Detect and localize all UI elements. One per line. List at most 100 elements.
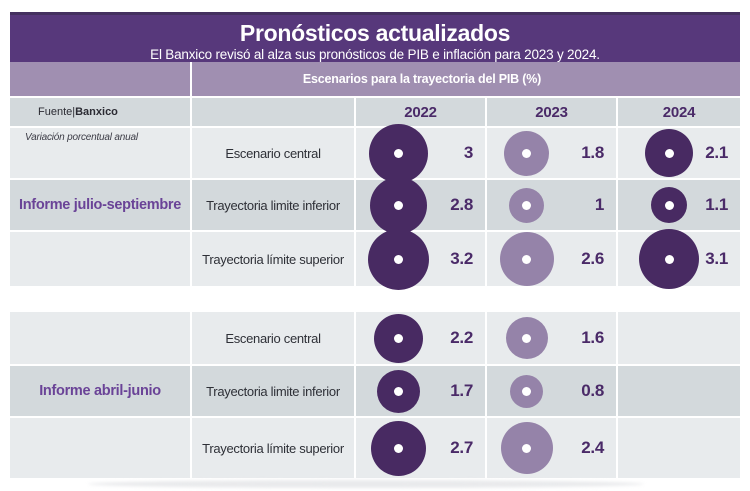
report-label-cell: Informe julio-septiembre <box>10 180 190 230</box>
bubble-2022 <box>374 313 424 363</box>
banxico-forecast-infographic: Pronósticos actualizados El Banxico revi… <box>10 12 740 478</box>
bubble-center-dot <box>394 148 404 158</box>
bubble-2024 <box>651 187 688 223</box>
unit-note: Variación porcentual anual <box>25 132 138 143</box>
scenario-label-cell: Trayectoria límite superior <box>192 232 354 286</box>
bubble-center-dot <box>664 200 674 210</box>
report-spacer-cell: Variación porcentual anual <box>10 128 190 178</box>
scenario-label: Escenario central <box>225 330 321 346</box>
value-label-2022: 2.7 <box>450 438 473 457</box>
value-label-2023: 0.8 <box>581 381 604 400</box>
bubble-2022 <box>371 420 427 476</box>
value-label-2023: 1.6 <box>581 328 604 347</box>
value-cell-2022: 1.7 <box>356 366 485 416</box>
bubble-center-dot <box>522 333 532 343</box>
scenario-label: Trayectoria limite inferior <box>206 383 340 399</box>
bubble-2023 <box>504 130 550 176</box>
value-cell-2024 <box>618 418 740 478</box>
value-cell-2023: 0.8 <box>487 366 616 416</box>
value-label-2022: 1.7 <box>450 381 473 400</box>
forecast-table: Variación porcentual anual Escenario cent… <box>10 123 740 478</box>
scenario-band-spacer <box>10 62 190 96</box>
bubble-2023 <box>499 232 554 286</box>
value-cell-2024 <box>618 312 740 364</box>
value-label-2023: 2.6 <box>581 249 604 268</box>
scenario-label-cell: Escenario central <box>192 312 354 364</box>
value-cell-2022: 2.8 <box>356 176 485 234</box>
bubble-center-dot <box>394 386 404 396</box>
value-cell-2024 <box>618 366 740 416</box>
bubble-2023 <box>505 317 548 359</box>
report-label: Informe julio-septiembre <box>19 197 181 213</box>
value-cell-2022: 3 <box>356 123 485 183</box>
source-separator: | <box>72 106 76 118</box>
report-spacer-cell <box>10 312 190 364</box>
report-label: Informe abril-junio <box>39 383 161 399</box>
bubble-center-dot <box>522 148 532 158</box>
table-row: Escenario central 2.2 1.6 <box>10 312 740 364</box>
table-row: Trayectoria límite superior 2.7 2.4 <box>10 418 740 478</box>
bubble-2022 <box>370 176 428 234</box>
value-cell-2023: 1.6 <box>487 312 616 364</box>
bubble-2024 <box>645 129 694 177</box>
report-spacer-cell <box>10 418 190 478</box>
table-row: Trayectoria límite superior 3.2 2.6 3.1 <box>10 228 740 290</box>
bubble-center-dot <box>664 148 674 158</box>
value-cell-2024: 2.1 <box>618 128 740 178</box>
bubble-2023 <box>510 374 544 408</box>
scenario-label-cell: Trayectoria límite superior <box>192 418 354 478</box>
table-row: Informe abril-junio Trayectoria limite in… <box>10 366 740 416</box>
value-cell-2022: 2.7 <box>356 418 485 478</box>
value-cell-2023: 1 <box>487 180 616 230</box>
scenario-label: Escenario central <box>225 145 321 161</box>
bubble-2022 <box>368 228 430 290</box>
table-row: Informe julio-septiembre Trayectoria limi… <box>10 176 740 234</box>
value-label-2023: 2.4 <box>581 438 604 457</box>
value-label-2024: 1.1 <box>705 195 728 214</box>
scenario-label-cell: Trayectoria limite inferior <box>192 366 354 416</box>
block-gap <box>10 286 740 310</box>
bubble-center-dot <box>394 443 404 453</box>
value-cell-2022: 2.2 <box>356 312 485 364</box>
value-label-2024: 2.1 <box>705 143 728 162</box>
value-label-2022: 3.2 <box>450 249 473 268</box>
table-shadow <box>88 480 644 488</box>
bubble-center-dot <box>522 443 532 453</box>
value-label-2022: 2.2 <box>450 328 473 347</box>
value-cell-2023: 1.8 <box>487 128 616 178</box>
value-label-2024: 3.1 <box>705 249 728 268</box>
scenario-label: Trayectoria limite inferior <box>206 197 340 213</box>
source-label: Fuente | Banxico <box>10 98 190 126</box>
source-prefix: Fuente <box>38 106 73 118</box>
value-label-2022: 2.8 <box>450 195 473 214</box>
value-cell-2022: 3.2 <box>356 228 485 290</box>
column-header-spacer <box>192 98 354 126</box>
scenario-band-label: Escenarios para la trayectoria del PIB (… <box>192 62 740 96</box>
bubble-2023 <box>509 187 545 223</box>
scenario-label: Trayectoria límite superior <box>202 251 344 267</box>
bubble-center-dot <box>394 254 404 264</box>
bubble-center-dot <box>394 333 404 343</box>
bubble-2022 <box>369 123 429 183</box>
value-label-2022: 3 <box>463 143 473 162</box>
bubble-center-dot <box>522 200 532 210</box>
scenario-label-cell: Escenario central <box>192 128 354 178</box>
page-subtitle: El Banxico revisó al alza sus pronóstico… <box>150 47 600 63</box>
value-label-2023: 1.8 <box>581 143 604 162</box>
source-name: Banxico <box>75 106 118 118</box>
value-cell-2024: 3.1 <box>618 229 740 289</box>
value-cell-2023: 2.6 <box>487 232 616 286</box>
value-cell-2023: 2.4 <box>487 418 616 478</box>
scenario-label: Trayectoria límite superior <box>202 440 344 456</box>
bubble-center-dot <box>522 254 532 264</box>
bubble-2024 <box>639 229 700 289</box>
report-spacer-cell <box>10 232 190 286</box>
value-label-2023: 1 <box>594 195 604 214</box>
title-band: Pronósticos actualizados El Banxico revi… <box>10 12 740 62</box>
bubble-2022 <box>377 369 421 413</box>
scenario-band: Escenarios para la trayectoria del PIB (… <box>10 62 740 96</box>
column-header-row: Fuente | Banxico 2022 2023 2024 <box>10 98 740 126</box>
bubble-center-dot <box>664 254 674 264</box>
bubble-center-dot <box>394 200 404 210</box>
